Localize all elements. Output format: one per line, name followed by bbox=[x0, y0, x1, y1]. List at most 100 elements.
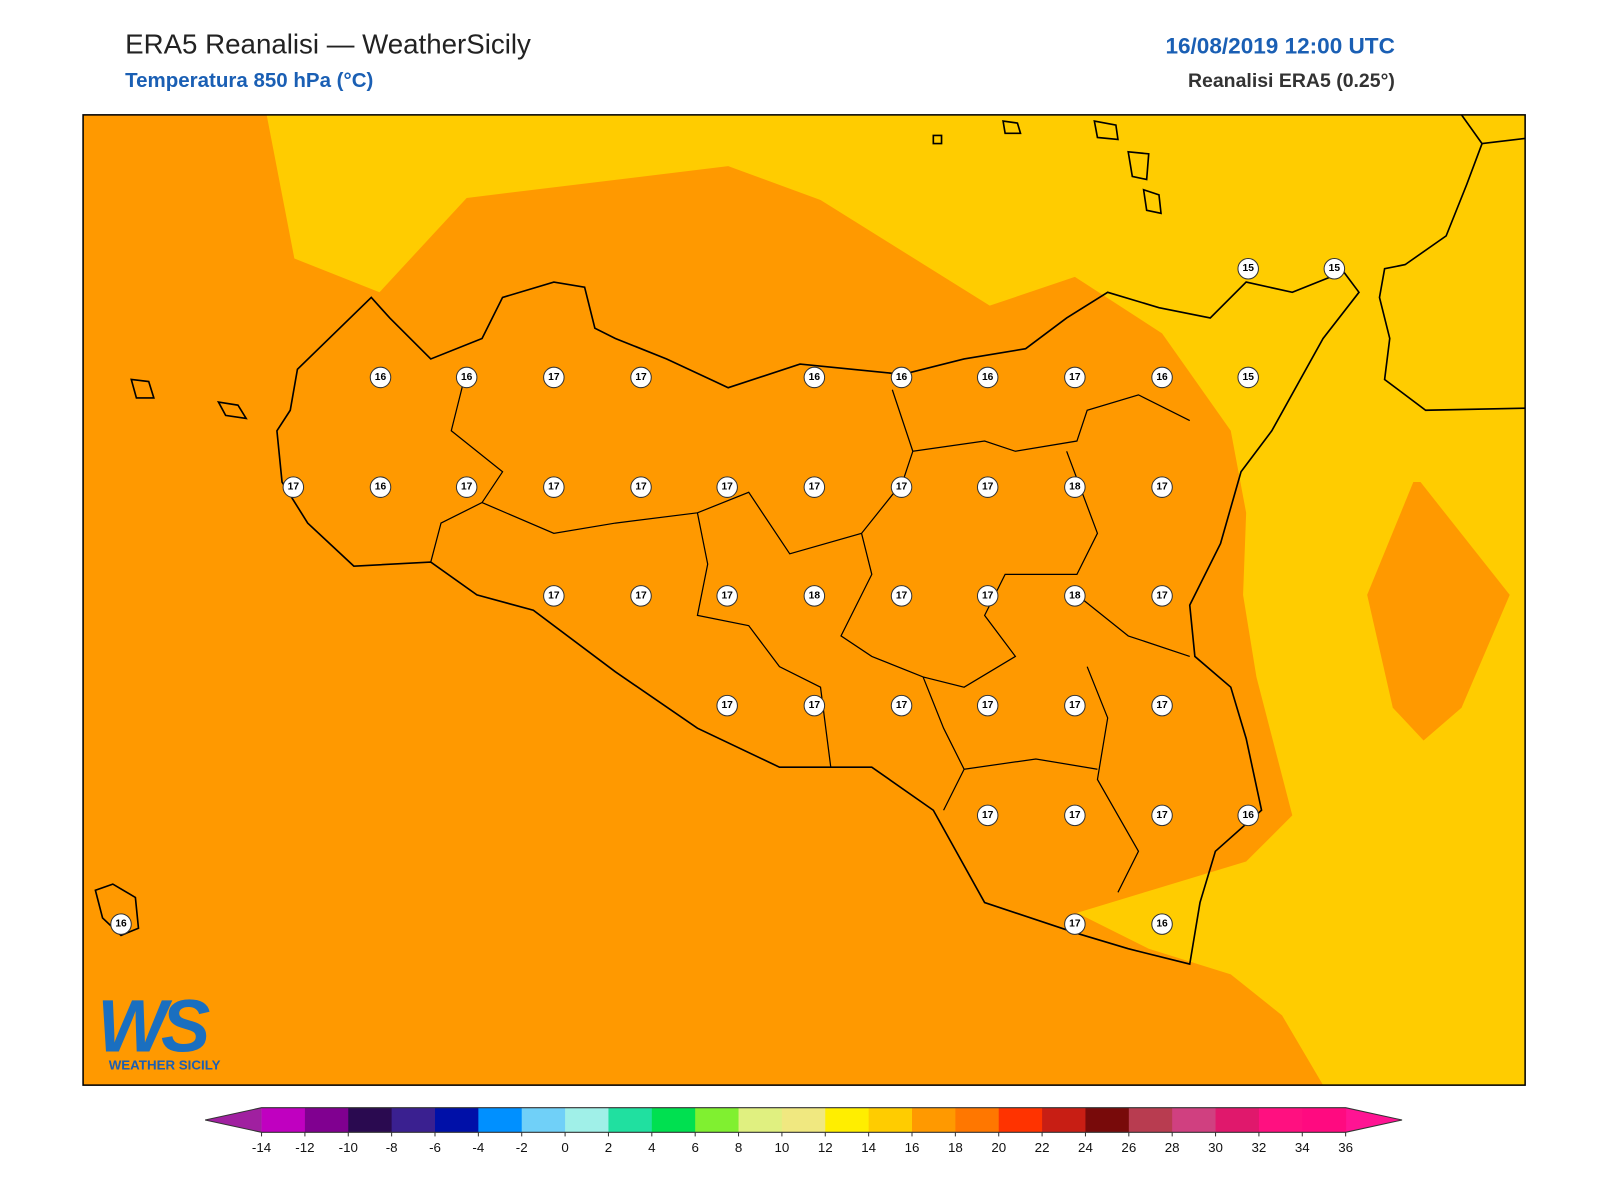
colorbar-tick-label: 0 bbox=[561, 1140, 568, 1155]
station: 17 bbox=[890, 476, 913, 498]
station-value: 16 bbox=[809, 372, 821, 383]
station-value: 17 bbox=[1156, 590, 1168, 601]
station-marker bbox=[1237, 804, 1259, 827]
station-marker bbox=[630, 585, 652, 607]
station-value: 17 bbox=[1156, 810, 1168, 821]
station: 17 bbox=[543, 366, 565, 389]
station-marker bbox=[1064, 476, 1086, 498]
colorbar-tick-label: 32 bbox=[1251, 1140, 1266, 1155]
station-marker bbox=[890, 366, 913, 389]
colorbar-tick-label: -10 bbox=[339, 1140, 358, 1155]
station-marker bbox=[1064, 585, 1086, 607]
station: 18 bbox=[803, 585, 826, 607]
station: 17 bbox=[543, 476, 565, 498]
colorbar-tick-label: 16 bbox=[905, 1140, 920, 1155]
station: 17 bbox=[1151, 476, 1173, 498]
station: 16 bbox=[455, 366, 478, 389]
station-marker bbox=[1064, 804, 1086, 827]
station-value: 16 bbox=[461, 372, 473, 383]
colorbar-tick-label: 30 bbox=[1208, 1140, 1223, 1155]
station-marker bbox=[716, 585, 738, 607]
station: 16 bbox=[0, 0, 10, 10]
station-value: 16 bbox=[0, 0, 6, 5]
station-value: 16 bbox=[1243, 810, 1255, 821]
station-marker bbox=[1151, 366, 1173, 389]
calabria-coast bbox=[1481, 137, 1526, 145]
station: 17 bbox=[976, 804, 999, 827]
colorbar-band bbox=[868, 1107, 913, 1133]
colorbar-tick-label: 14 bbox=[861, 1140, 876, 1155]
colorbar-band bbox=[1302, 1107, 1347, 1133]
station: 15 bbox=[1323, 257, 1346, 280]
station-marker bbox=[976, 804, 999, 827]
station-marker bbox=[716, 694, 738, 717]
map-frame bbox=[82, 114, 1526, 1086]
station: 17 bbox=[1064, 804, 1086, 827]
station: 17 bbox=[803, 476, 826, 498]
logo: WS WEATHER SICILY bbox=[97, 984, 220, 1072]
station-value: 17 bbox=[1069, 919, 1081, 930]
stations: 15 15 16 16 17 17 16 16 16 17 16 15 17 16 17 17 17 17 17 17… bbox=[0, 0, 1346, 935]
station-value: 16 bbox=[115, 919, 127, 930]
station-marker bbox=[976, 366, 999, 389]
title: ERA5 Reanalisi — WeatherSicily bbox=[125, 28, 531, 59]
station: 16 bbox=[369, 366, 392, 389]
station-value: 17 bbox=[548, 590, 560, 601]
logo-text: WEATHER SICILY bbox=[109, 1058, 221, 1073]
station: 17 bbox=[976, 694, 999, 717]
colorbar-band bbox=[478, 1107, 523, 1133]
station-value: 17 bbox=[896, 482, 908, 493]
station: 17 bbox=[543, 585, 565, 607]
station-value: 17 bbox=[635, 482, 647, 493]
station: 17 bbox=[890, 585, 913, 607]
colorbar-tick-label: 36 bbox=[1338, 1140, 1353, 1155]
station: 17 bbox=[1151, 585, 1173, 607]
station: 16 bbox=[1151, 913, 1173, 935]
station-value: 17 bbox=[288, 482, 300, 493]
station-marker bbox=[282, 476, 305, 498]
station: 17 bbox=[1064, 694, 1086, 717]
colorbar: -14 -12 -10 -8 -6 -4 -2 0 2 4 6 8 10 12 14 16 18 20 22 24 26… bbox=[205, 1107, 1403, 1155]
colorbar-band bbox=[391, 1107, 436, 1133]
station-value: 17 bbox=[982, 700, 994, 711]
colorbar-band bbox=[1042, 1107, 1086, 1133]
station-marker bbox=[455, 366, 478, 389]
station: 17 bbox=[1151, 804, 1173, 827]
station: 16 bbox=[110, 913, 132, 935]
station-marker bbox=[803, 585, 826, 607]
station: 17 bbox=[976, 585, 999, 607]
station-value: 17 bbox=[982, 810, 994, 821]
station-marker bbox=[455, 476, 478, 498]
station-value: 17 bbox=[809, 700, 821, 711]
station-value: 16 bbox=[375, 482, 387, 493]
colorbar-tick-label: 4 bbox=[648, 1140, 656, 1155]
station-value: 15 bbox=[1243, 263, 1255, 274]
colorbar-tick-label: 28 bbox=[1165, 1140, 1180, 1155]
station-marker bbox=[803, 694, 826, 717]
colorbar-band bbox=[1172, 1107, 1217, 1133]
colorbar-band bbox=[955, 1107, 1000, 1133]
station-value: 17 bbox=[1069, 372, 1081, 383]
colorbar-band bbox=[1215, 1107, 1260, 1133]
station-marker bbox=[543, 585, 565, 607]
station-value: 17 bbox=[1156, 700, 1168, 711]
station-marker bbox=[976, 694, 999, 717]
station-value: 17 bbox=[461, 482, 473, 493]
station-value: 17 bbox=[721, 590, 733, 601]
calabria-coast bbox=[1378, 114, 1526, 412]
station: 16 bbox=[803, 366, 826, 389]
station-marker bbox=[369, 476, 392, 498]
station-marker bbox=[543, 476, 565, 498]
station-marker bbox=[1323, 257, 1346, 280]
logo-mark: WS bbox=[97, 984, 210, 1067]
station-marker bbox=[890, 585, 913, 607]
colorbar-band bbox=[261, 1107, 306, 1133]
colorbar-tick-label: 34 bbox=[1295, 1140, 1310, 1155]
station-marker bbox=[716, 476, 738, 498]
station-marker bbox=[110, 913, 132, 935]
station: 17 bbox=[455, 476, 478, 498]
station-value: 16 bbox=[896, 372, 908, 383]
source: Reanalisi ERA5 (0.25°) bbox=[1188, 70, 1395, 92]
colorbar-tick-label: -2 bbox=[516, 1140, 528, 1155]
